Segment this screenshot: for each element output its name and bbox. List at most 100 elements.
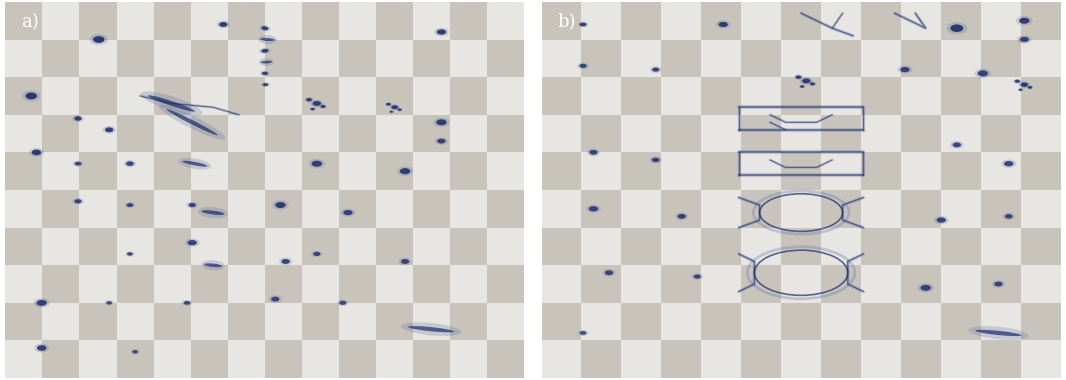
Bar xyxy=(116,340,154,378)
Ellipse shape xyxy=(313,252,321,256)
Bar xyxy=(191,190,228,228)
Bar xyxy=(43,40,80,77)
Bar xyxy=(821,303,861,340)
Ellipse shape xyxy=(586,204,601,213)
Bar xyxy=(302,190,339,228)
Bar xyxy=(414,152,450,190)
Bar xyxy=(581,2,621,40)
Bar xyxy=(450,77,487,115)
Bar xyxy=(191,77,228,115)
Bar xyxy=(941,340,981,378)
Bar xyxy=(542,77,581,115)
Bar xyxy=(264,40,302,77)
Bar xyxy=(821,265,861,303)
Ellipse shape xyxy=(1015,80,1020,83)
Bar xyxy=(741,303,781,340)
Ellipse shape xyxy=(22,90,41,101)
Ellipse shape xyxy=(339,301,346,305)
Bar xyxy=(542,2,581,40)
Ellipse shape xyxy=(435,137,448,145)
Ellipse shape xyxy=(204,263,222,267)
Bar xyxy=(414,2,450,40)
Bar xyxy=(781,2,821,40)
Ellipse shape xyxy=(389,104,400,110)
Bar xyxy=(450,265,487,303)
Bar xyxy=(376,303,414,340)
Bar xyxy=(487,77,524,115)
Ellipse shape xyxy=(408,326,454,332)
Bar xyxy=(621,115,661,152)
Ellipse shape xyxy=(148,95,195,112)
Ellipse shape xyxy=(279,258,292,265)
Ellipse shape xyxy=(72,161,83,167)
Bar xyxy=(781,265,821,303)
Bar xyxy=(339,228,376,265)
Ellipse shape xyxy=(75,116,82,121)
Bar xyxy=(5,340,43,378)
Bar xyxy=(487,152,524,190)
Bar xyxy=(941,190,981,228)
Bar xyxy=(781,115,821,152)
Bar xyxy=(542,303,581,340)
Bar xyxy=(43,190,80,228)
Bar xyxy=(741,152,781,190)
Bar xyxy=(339,152,376,190)
Ellipse shape xyxy=(649,156,662,163)
Bar xyxy=(741,2,781,40)
Ellipse shape xyxy=(93,36,104,43)
Ellipse shape xyxy=(37,345,46,351)
Bar xyxy=(191,265,228,303)
Bar xyxy=(861,40,901,77)
Ellipse shape xyxy=(159,105,226,140)
Ellipse shape xyxy=(800,77,812,85)
Bar xyxy=(191,340,228,378)
Bar xyxy=(487,2,524,40)
Bar xyxy=(621,228,661,265)
Ellipse shape xyxy=(337,299,349,306)
Ellipse shape xyxy=(106,127,113,132)
Ellipse shape xyxy=(124,160,136,167)
Ellipse shape xyxy=(580,64,586,68)
Bar xyxy=(80,265,116,303)
Bar xyxy=(741,190,781,228)
Bar xyxy=(264,77,302,115)
Ellipse shape xyxy=(201,260,225,271)
Bar xyxy=(941,152,981,190)
Bar xyxy=(981,228,1021,265)
Ellipse shape xyxy=(126,251,134,256)
Bar xyxy=(901,303,941,340)
Ellipse shape xyxy=(72,115,84,122)
Ellipse shape xyxy=(794,74,803,80)
Bar xyxy=(228,265,264,303)
Bar xyxy=(80,40,116,77)
Bar xyxy=(450,152,487,190)
Ellipse shape xyxy=(259,58,274,66)
Ellipse shape xyxy=(258,35,277,44)
Ellipse shape xyxy=(75,199,82,203)
Bar xyxy=(981,77,1021,115)
Ellipse shape xyxy=(951,24,964,32)
Bar xyxy=(302,115,339,152)
Ellipse shape xyxy=(312,101,321,106)
Bar xyxy=(228,40,264,77)
Bar xyxy=(80,340,116,378)
Bar xyxy=(302,2,339,40)
Bar xyxy=(80,77,116,115)
Ellipse shape xyxy=(433,117,450,127)
Bar xyxy=(901,190,941,228)
Bar xyxy=(701,115,741,152)
Ellipse shape xyxy=(311,161,322,167)
Bar xyxy=(43,265,80,303)
Bar xyxy=(941,265,981,303)
Ellipse shape xyxy=(401,259,409,264)
Bar xyxy=(228,2,264,40)
Ellipse shape xyxy=(188,240,197,245)
Bar xyxy=(781,77,821,115)
Bar xyxy=(941,115,981,152)
Bar xyxy=(861,265,901,303)
Bar xyxy=(154,152,191,190)
Bar xyxy=(154,303,191,340)
Ellipse shape xyxy=(311,251,323,257)
Bar xyxy=(116,303,154,340)
Bar xyxy=(450,228,487,265)
